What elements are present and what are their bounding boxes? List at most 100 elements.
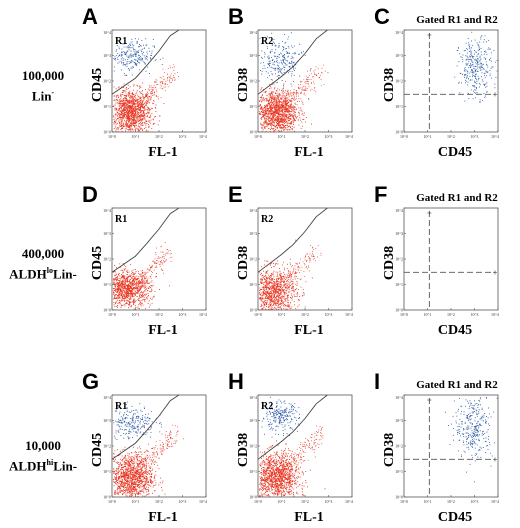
data-point	[284, 109, 286, 111]
data-point	[122, 114, 124, 116]
data-point	[116, 267, 117, 269]
data-point	[281, 63, 283, 65]
data-point	[126, 95, 128, 97]
data-point	[476, 83, 478, 85]
data-point	[143, 279, 145, 281]
data-point	[282, 45, 284, 47]
data-point	[123, 91, 124, 93]
data-point	[147, 59, 149, 61]
data-point	[486, 75, 488, 77]
data-point	[270, 300, 272, 302]
data-point	[123, 73, 125, 75]
data-point	[115, 100, 117, 102]
data-point	[275, 109, 277, 110]
data-point	[172, 79, 173, 81]
data-point	[123, 116, 125, 117]
data-point	[478, 77, 480, 79]
data-point	[296, 285, 298, 286]
data-point	[132, 46, 134, 48]
data-point	[268, 277, 270, 279]
data-point	[267, 56, 269, 58]
data-point	[134, 273, 136, 275]
data-point	[147, 100, 149, 102]
data-point	[282, 59, 283, 61]
data-point	[126, 65, 128, 67]
data-point	[279, 125, 281, 127]
data-point	[118, 48, 120, 50]
data-point	[119, 125, 121, 127]
data-point	[118, 297, 119, 299]
data-point	[115, 114, 117, 116]
data-point	[132, 294, 133, 295]
data-point	[471, 64, 473, 66]
data-point	[126, 104, 128, 106]
data-point	[127, 123, 129, 125]
data-point	[275, 73, 276, 75]
data-point	[280, 101, 281, 103]
data-point	[117, 53, 119, 54]
data-point	[280, 120, 281, 122]
data-point	[285, 290, 287, 292]
data-point	[287, 105, 289, 107]
y-tick-label: 10^3	[103, 231, 111, 236]
data-point	[137, 287, 138, 289]
data-point	[264, 112, 266, 114]
data-point	[127, 110, 129, 112]
x-axis-label: FL-1	[294, 145, 324, 160]
data-point	[145, 113, 147, 114]
data-point	[274, 107, 276, 109]
data-point	[117, 298, 119, 300]
data-point	[168, 76, 170, 78]
data-point	[170, 261, 172, 262]
data-point	[259, 108, 261, 110]
data-point	[141, 292, 143, 294]
data-point	[132, 66, 134, 68]
data-point	[291, 104, 293, 105]
data-point	[144, 301, 146, 302]
data-point	[126, 43, 127, 44]
data-point	[127, 293, 128, 295]
data-point	[470, 64, 472, 66]
data-point	[141, 294, 143, 296]
data-point	[298, 95, 299, 97]
data-point	[169, 257, 171, 259]
data-point	[267, 290, 268, 292]
series-points	[113, 64, 179, 132]
data-point	[473, 72, 475, 74]
data-point	[127, 100, 129, 102]
data-point	[150, 85, 152, 87]
data-point	[282, 118, 284, 120]
data-point	[277, 113, 278, 115]
data-point	[468, 58, 469, 60]
data-point	[115, 284, 117, 285]
data-point	[287, 110, 289, 112]
data-point	[120, 98, 122, 100]
data-point	[474, 85, 476, 87]
data-point	[137, 282, 139, 284]
data-point	[126, 277, 128, 278]
data-point	[120, 289, 122, 290]
data-point	[122, 282, 124, 284]
data-point	[146, 290, 148, 292]
data-point	[134, 95, 136, 96]
data-point	[271, 107, 273, 109]
data-point	[281, 80, 283, 81]
data-point	[124, 287, 126, 289]
data-point	[283, 104, 285, 106]
data-point	[126, 277, 128, 279]
data-point	[145, 95, 147, 96]
data-point	[483, 93, 485, 94]
data-point	[136, 281, 138, 283]
data-point	[290, 103, 292, 105]
data-point	[133, 272, 134, 274]
data-point	[149, 121, 151, 123]
data-point	[152, 265, 153, 267]
data-point	[127, 103, 129, 104]
data-point	[271, 91, 273, 93]
data-point	[140, 102, 141, 103]
data-point	[469, 55, 471, 57]
data-point	[270, 110, 272, 111]
data-point	[276, 122, 277, 123]
data-point	[323, 84, 325, 85]
data-point	[138, 103, 140, 105]
